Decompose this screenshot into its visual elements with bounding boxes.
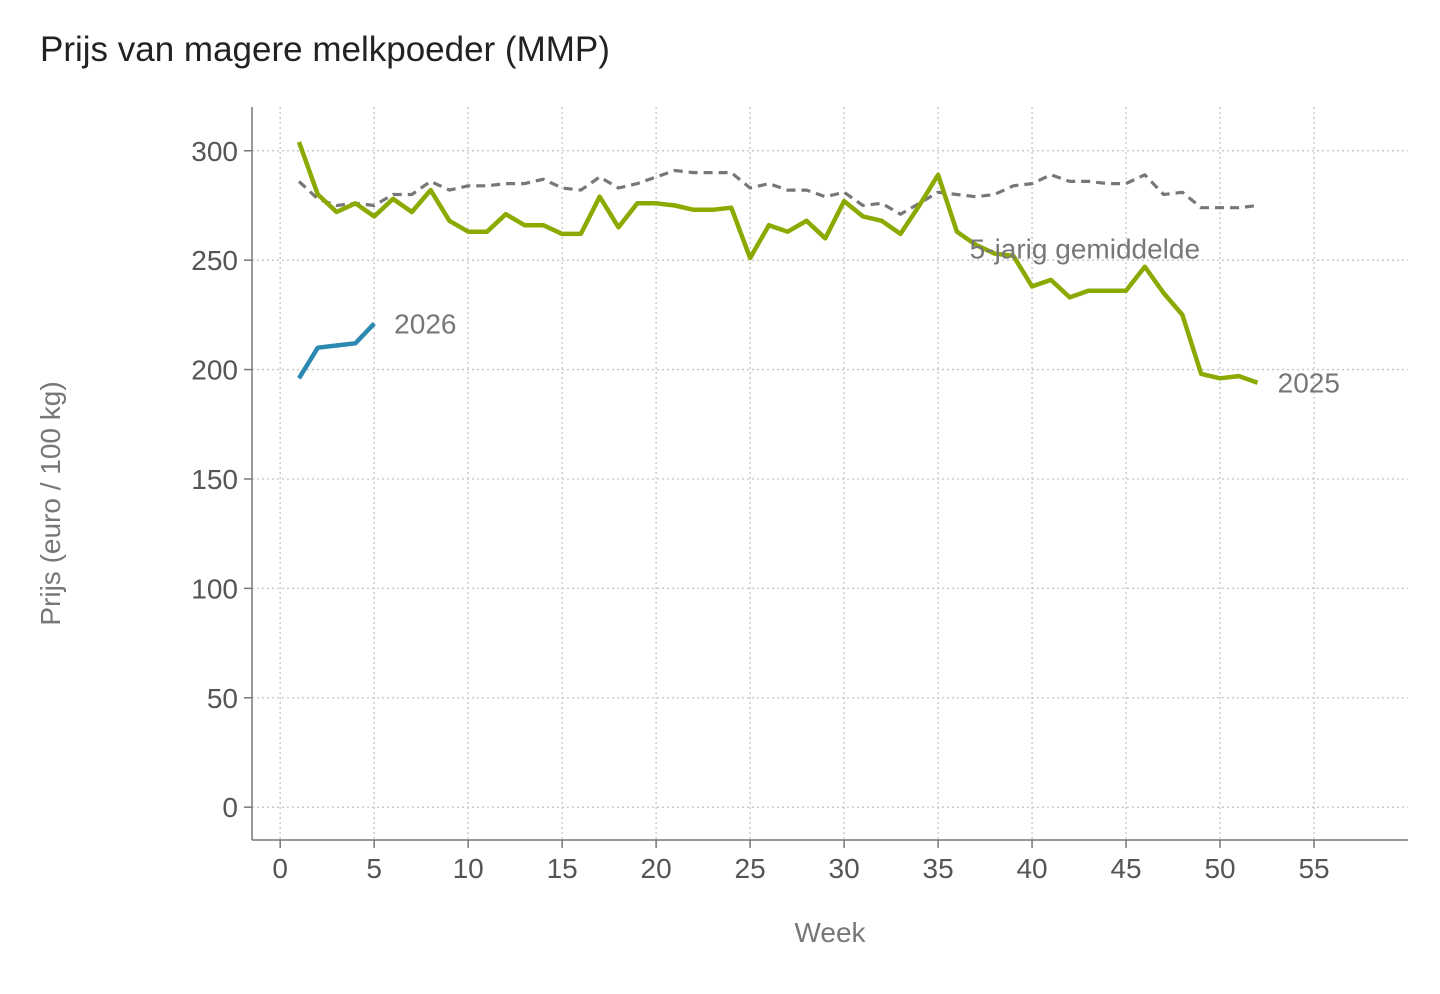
x-tick-label-35: 35: [923, 853, 954, 884]
x-tick-label-0: 0: [272, 853, 288, 884]
axes: [251, 107, 1408, 841]
x-tick-label-20: 20: [641, 853, 672, 884]
y-tick-label-300: 300: [191, 136, 238, 167]
series-lines: [296, 141, 1259, 385]
x-tick-label-10: 10: [453, 853, 484, 884]
x-tick-label-30: 30: [829, 853, 860, 884]
series-line-2025: [296, 141, 1259, 385]
series-label-2026: 2026: [394, 309, 456, 340]
grid-lines: [252, 107, 1408, 840]
series-labels: 5-jarig gemiddelde 2025 2026: [394, 234, 1340, 399]
y-tick-label-200: 200: [191, 355, 238, 386]
x-tick-label-15: 15: [547, 853, 578, 884]
y-tick-label-100: 100: [191, 573, 238, 604]
y-tick-label-150: 150: [191, 464, 238, 495]
series-label-2025: 2025: [1278, 368, 1340, 399]
x-tick-label-40: 40: [1016, 853, 1047, 884]
y-tick-label-50: 50: [207, 683, 238, 714]
series-label-5-jarig-gemiddelde: 5-jarig gemiddelde: [970, 234, 1200, 265]
y-axis-title: Prijs (euro / 100 kg): [35, 381, 66, 625]
series-line-5-jarig-gemiddelde: [297, 168, 1258, 216]
chart-title: Prijs van magere melkpoeder (MMP): [40, 30, 610, 69]
x-tick-label-25: 25: [735, 853, 766, 884]
x-tick-label-55: 55: [1298, 853, 1329, 884]
series-line-2026: [297, 322, 376, 380]
x-axis-title: Week: [794, 917, 866, 948]
x-tick-label-5: 5: [366, 853, 382, 884]
x-axis-ticks: 0 5 10 15 20 25 30 35 40 45 50 55: [272, 840, 1330, 884]
y-axis-ticks: 0 50 100 150 200 250 300: [191, 136, 252, 823]
y-tick-label-0: 0: [222, 792, 238, 823]
y-tick-label-250: 250: [191, 245, 238, 276]
x-tick-label-50: 50: [1204, 853, 1235, 884]
x-tick-label-45: 45: [1110, 853, 1141, 884]
